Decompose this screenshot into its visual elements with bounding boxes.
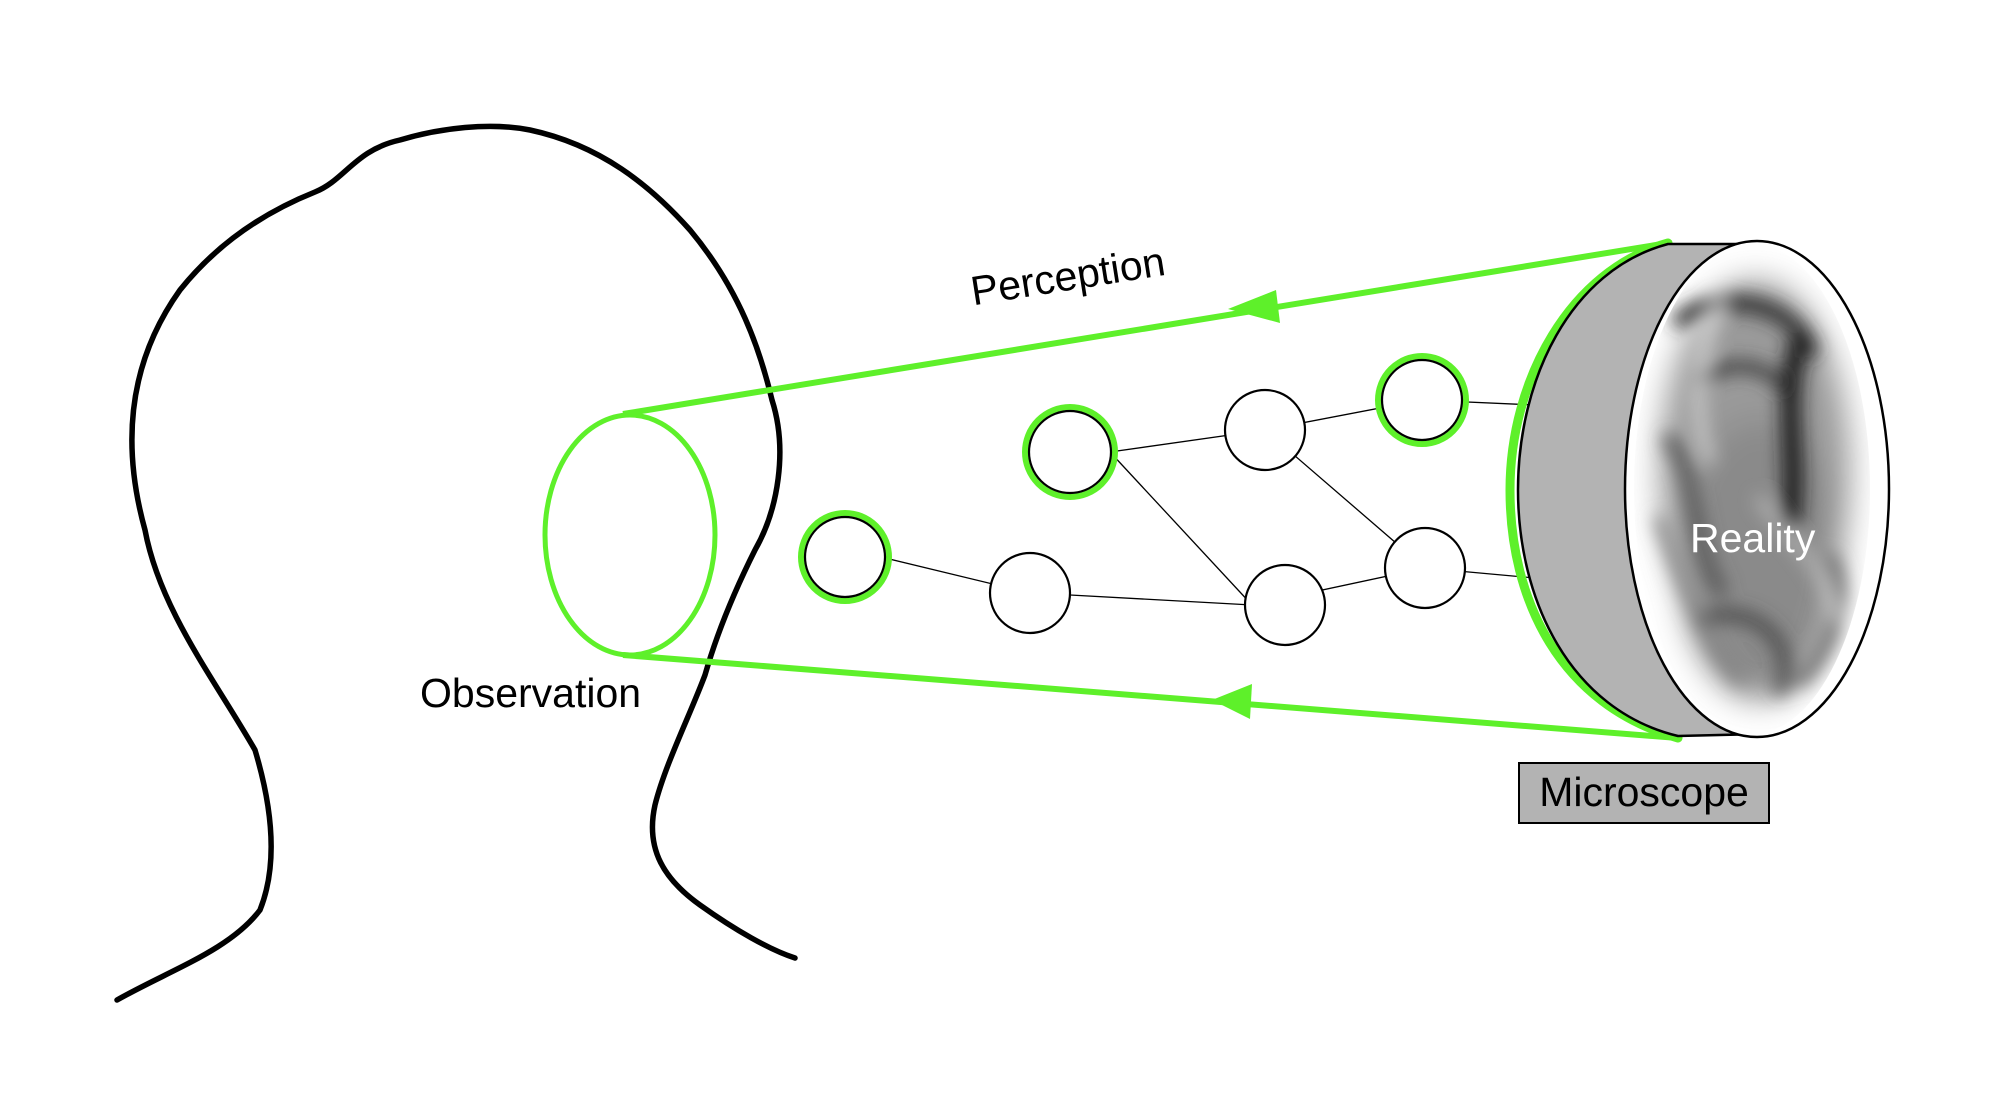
reality-texture	[1655, 280, 1850, 700]
microscope-label: Microscope	[1539, 769, 1749, 815]
edge-n2-n5	[1069, 594, 1253, 606]
observation-line	[622, 652, 1679, 741]
microscope-disc	[1505, 238, 1891, 743]
edge-n3-n5	[1109, 451, 1253, 606]
node-highlight-ring	[1022, 404, 1118, 500]
reality-label: Reality	[1690, 515, 1816, 561]
network-node-n4	[1223, 388, 1307, 472]
network-node-n5	[1243, 563, 1327, 647]
perception-label: Perception	[967, 238, 1168, 314]
observation-arrowhead	[1212, 684, 1252, 719]
microscope-green-rim	[1505, 238, 1683, 743]
observation-lens	[542, 412, 718, 658]
network-nodes	[798, 353, 1469, 647]
perception-line	[622, 240, 1669, 417]
head-outline	[114, 123, 798, 1003]
network-node-n2	[988, 551, 1072, 635]
observation-label: Observation	[420, 670, 641, 716]
microscope-label-box	[1518, 762, 1770, 824]
node-highlight-ring	[798, 510, 892, 604]
perception-arrowhead	[1228, 290, 1280, 323]
network-node-n7	[1383, 526, 1467, 610]
network-node-n6	[1375, 353, 1469, 447]
network-node-n3	[1022, 404, 1118, 500]
network-node-n1	[798, 510, 892, 604]
node-highlight-ring	[1375, 353, 1469, 447]
